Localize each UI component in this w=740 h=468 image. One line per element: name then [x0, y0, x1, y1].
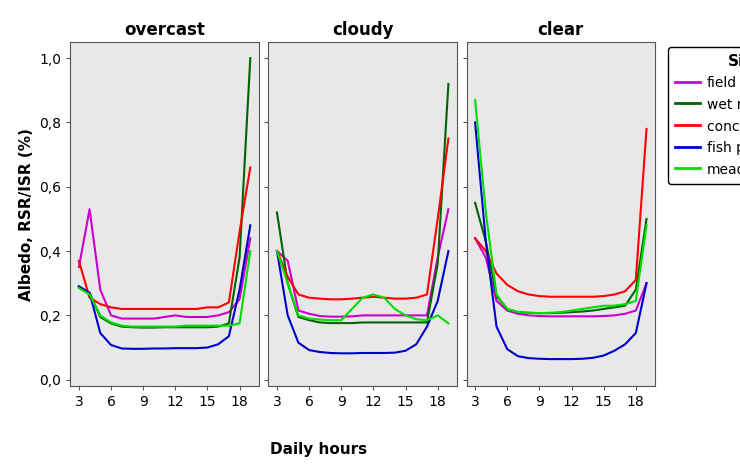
Text: Daily hours: Daily hours: [269, 442, 367, 457]
Legend: field, wet meadow, concrete surface, fish pond, meadow: field, wet meadow, concrete surface, fis…: [668, 47, 740, 184]
Y-axis label: Albedo, RSR/ISR (%): Albedo, RSR/ISR (%): [18, 128, 34, 300]
Title: overcast: overcast: [124, 21, 205, 39]
Title: cloudy: cloudy: [332, 21, 394, 39]
Title: clear: clear: [538, 21, 584, 39]
